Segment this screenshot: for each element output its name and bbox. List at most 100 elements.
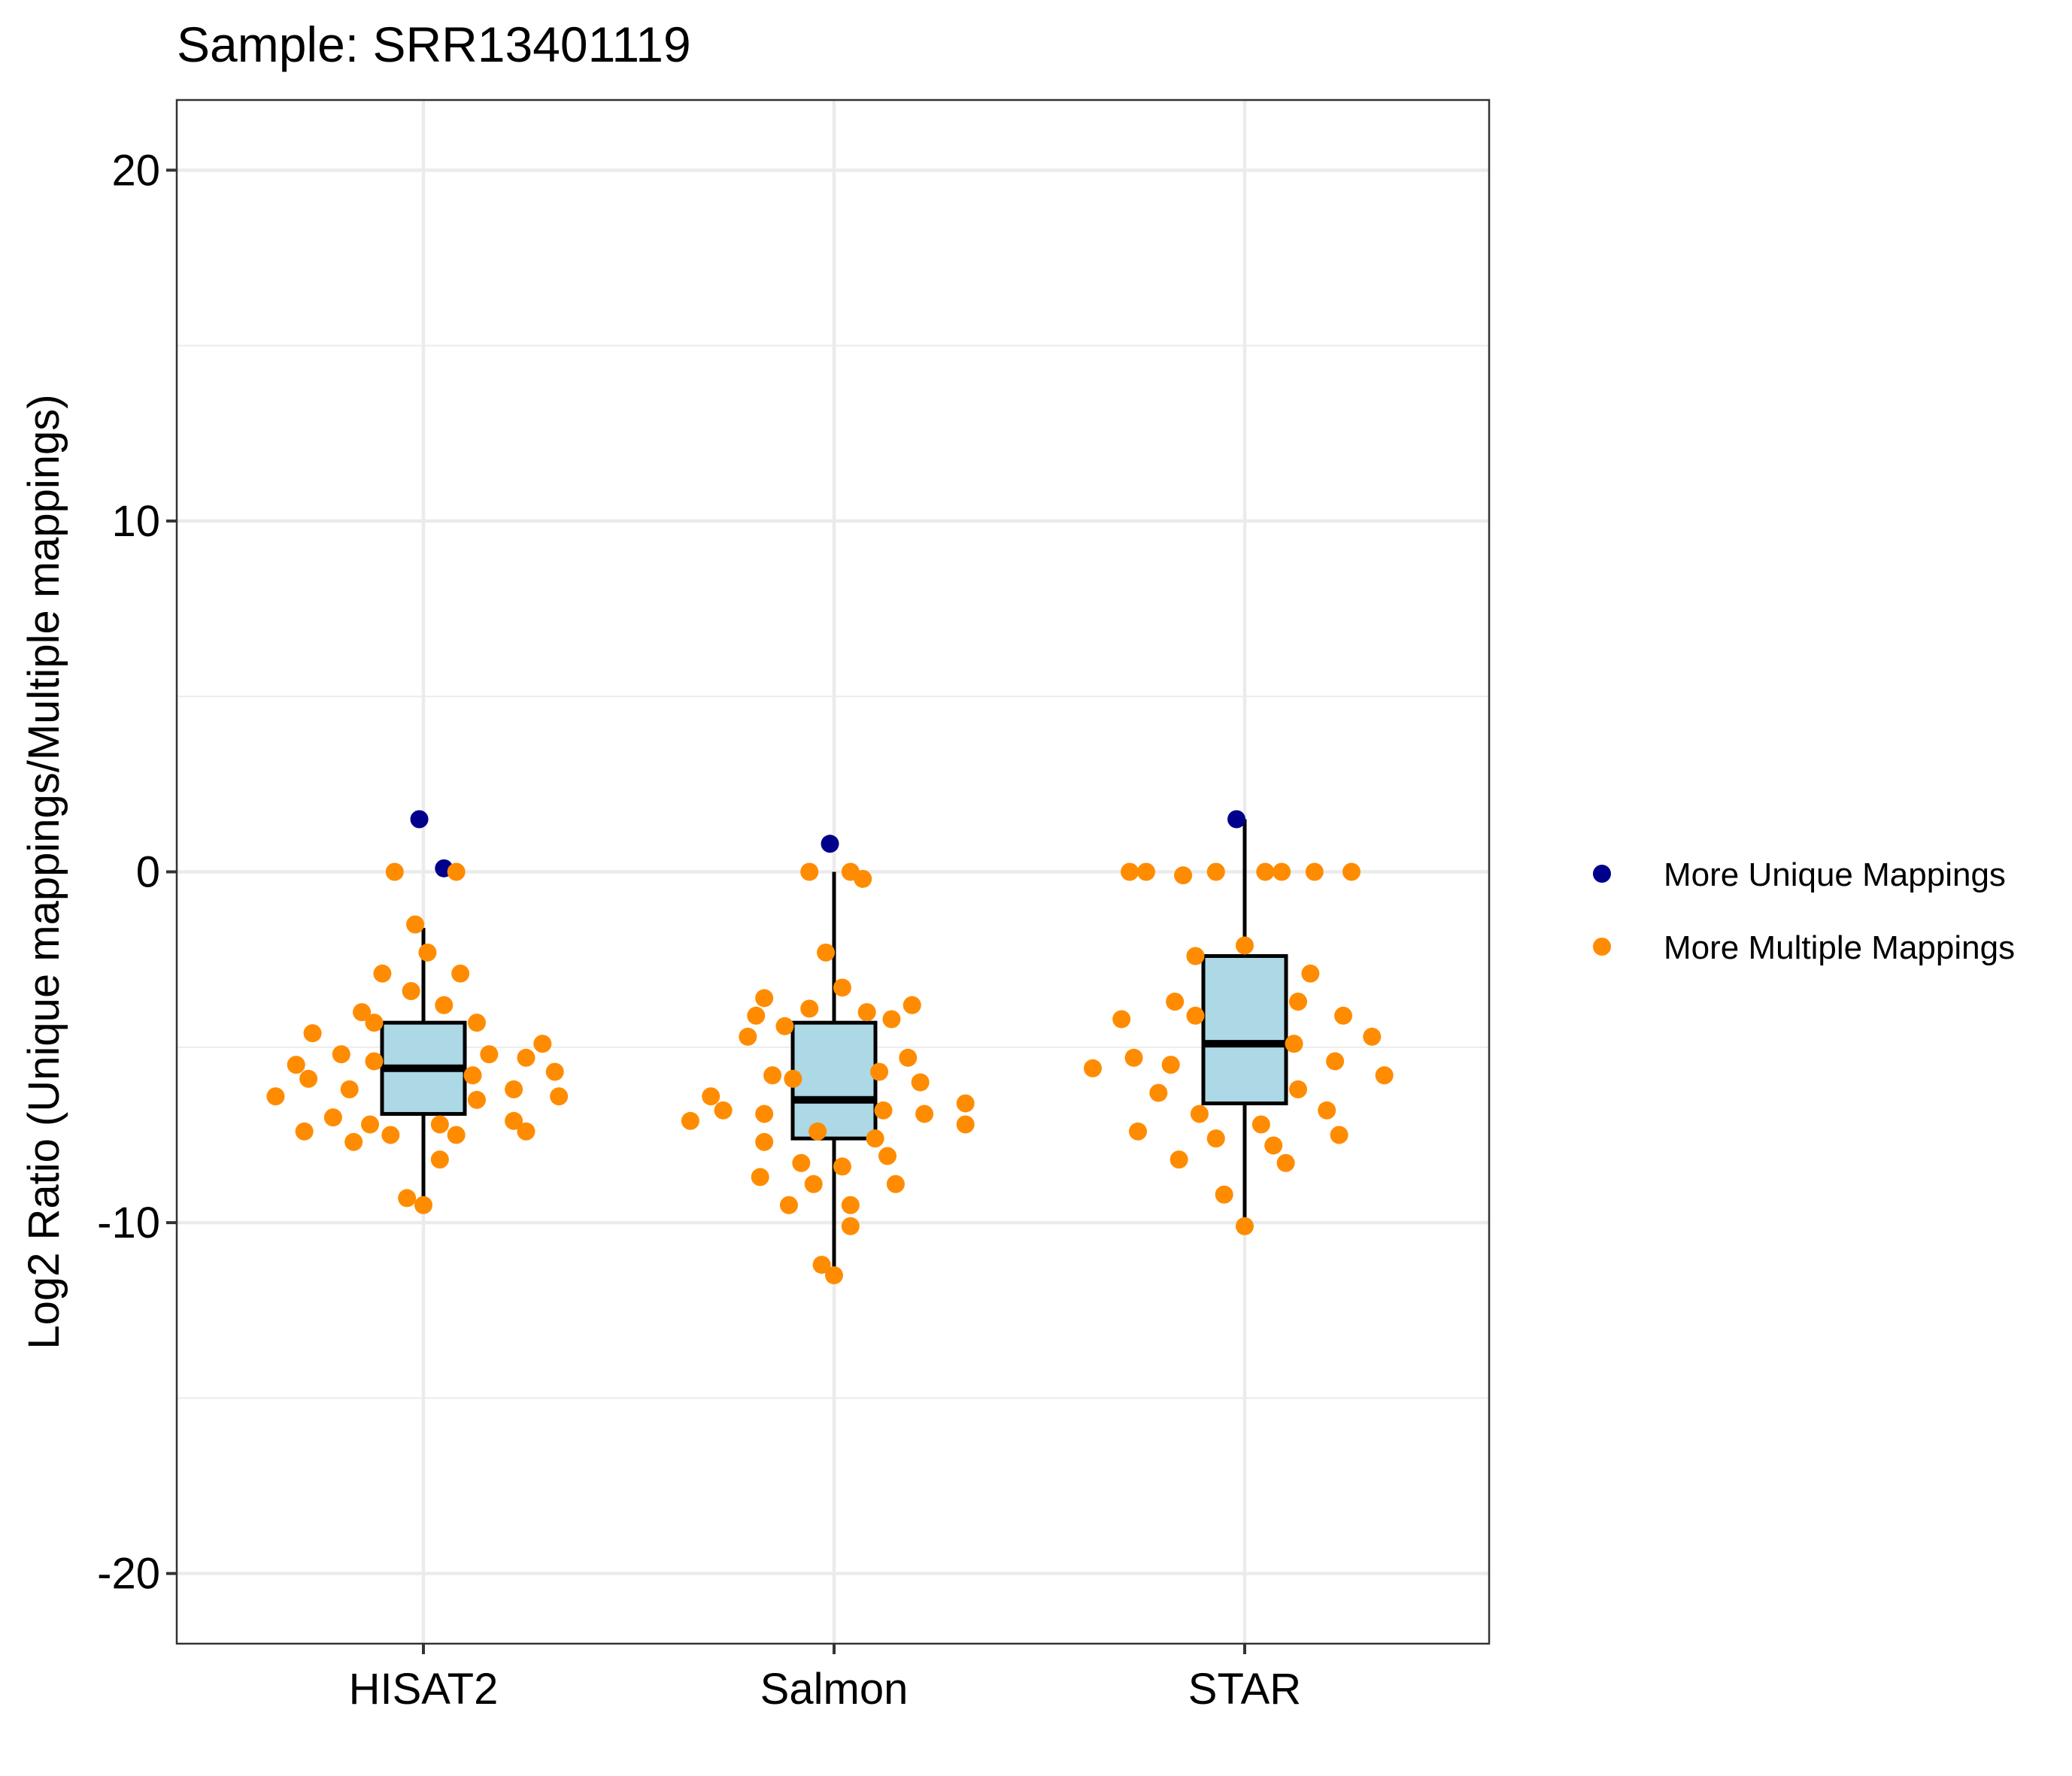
data-point [505, 1111, 523, 1130]
data-point [361, 1115, 380, 1134]
data-point [340, 1080, 359, 1099]
data-point [533, 1035, 552, 1053]
data-point [808, 1122, 827, 1141]
data-point [1174, 866, 1193, 885]
data-point [1301, 964, 1320, 983]
data-point [1186, 1006, 1205, 1025]
box-iqr [1201, 953, 1288, 1105]
data-point [763, 1066, 782, 1085]
data-point [911, 1073, 930, 1092]
data-point [430, 1115, 449, 1134]
y-tick-label: 20 [111, 146, 160, 195]
data-point [821, 835, 839, 853]
data-point [714, 1101, 733, 1120]
legend[interactable]: More Unique Mappings More Multiple Mappin… [1593, 856, 2015, 966]
data-point [841, 1196, 860, 1214]
data-point [287, 1056, 305, 1074]
data-point [373, 964, 392, 983]
data-point [854, 869, 872, 888]
data-point [467, 1014, 486, 1032]
data-point [1215, 1185, 1233, 1204]
data-point [866, 1129, 884, 1148]
data-point [812, 1256, 831, 1274]
data-point [1166, 993, 1185, 1011]
data-point [385, 862, 404, 881]
legend-label: More Multiple Mappings [1664, 929, 2015, 966]
data-point [1276, 1153, 1295, 1172]
data-point [1083, 1059, 1102, 1077]
data-point [505, 1080, 523, 1099]
data-point [702, 1087, 720, 1106]
y-tick-label: 10 [111, 497, 160, 546]
data-point [903, 996, 921, 1014]
data-point [755, 1105, 774, 1123]
legend-key-dot [1593, 938, 1611, 956]
axes: -20 -10 0 10 20 HISAT2 Salmon STAR [97, 146, 1301, 1714]
data-point [480, 1045, 499, 1064]
data-point [323, 1108, 342, 1127]
data-point [1334, 1006, 1353, 1025]
legend-label: More Unique Mappings [1664, 856, 2006, 893]
data-point [1363, 1027, 1382, 1046]
data-point [833, 1157, 851, 1176]
data-point [739, 1027, 757, 1046]
data-point [833, 978, 851, 997]
data-point [1227, 810, 1246, 829]
data-point [956, 1094, 975, 1113]
data-point [430, 1150, 449, 1169]
data-point [295, 1122, 314, 1141]
x-tick-label: STAR [1188, 1665, 1301, 1714]
data-point [406, 915, 425, 934]
data-point [755, 989, 774, 1008]
data-point [1330, 1126, 1348, 1144]
data-point [800, 999, 819, 1018]
boxplot-salmon [790, 871, 878, 1272]
data-point [817, 943, 836, 962]
data-point [804, 1174, 823, 1193]
data-point [1273, 862, 1291, 881]
data-point [825, 1266, 843, 1285]
data-point [1124, 1048, 1143, 1067]
legend-key-dot [1593, 865, 1611, 883]
data-point [545, 1062, 564, 1081]
chart-title: Sample: SRR13401119 [177, 17, 691, 72]
data-point [784, 1069, 802, 1088]
data-point [353, 1003, 372, 1022]
data-point [1236, 1217, 1254, 1235]
data-point [1186, 947, 1205, 965]
data-point [1285, 1035, 1303, 1053]
data-point [365, 1052, 384, 1071]
data-point [418, 943, 437, 962]
data-point [775, 1017, 794, 1035]
y-tick-label: -20 [97, 1550, 160, 1599]
data-point [344, 1132, 363, 1151]
legend-item[interactable]: More Multiple Mappings [1593, 929, 2015, 966]
data-point [899, 1048, 918, 1067]
data-point [447, 862, 466, 881]
data-point [1161, 1056, 1180, 1074]
data-point [870, 1062, 889, 1081]
data-point [1288, 1080, 1307, 1099]
data-point [435, 996, 454, 1014]
data-point [681, 1111, 699, 1130]
data-point [1149, 1083, 1168, 1102]
data-point [792, 1153, 811, 1172]
data-point [915, 1105, 934, 1123]
data-point [882, 1010, 901, 1029]
box-iqr [790, 1020, 878, 1141]
legend-item[interactable]: More Unique Mappings [1593, 856, 2006, 893]
box-plots [380, 819, 1288, 1272]
data-point [410, 810, 429, 829]
data-point [1206, 1129, 1225, 1148]
data-point [1121, 862, 1139, 881]
y-axis-title: Log2 Ratio (Unique mappings/Multiple map… [20, 394, 68, 1349]
data-point [1288, 993, 1307, 1011]
data-point [1305, 862, 1324, 881]
data-point [303, 1024, 322, 1043]
data-point [517, 1048, 535, 1067]
data-point [1264, 1136, 1283, 1155]
boxplot-hisat2 [380, 928, 467, 1205]
data-point [1129, 1122, 1148, 1141]
data-point [800, 862, 819, 881]
